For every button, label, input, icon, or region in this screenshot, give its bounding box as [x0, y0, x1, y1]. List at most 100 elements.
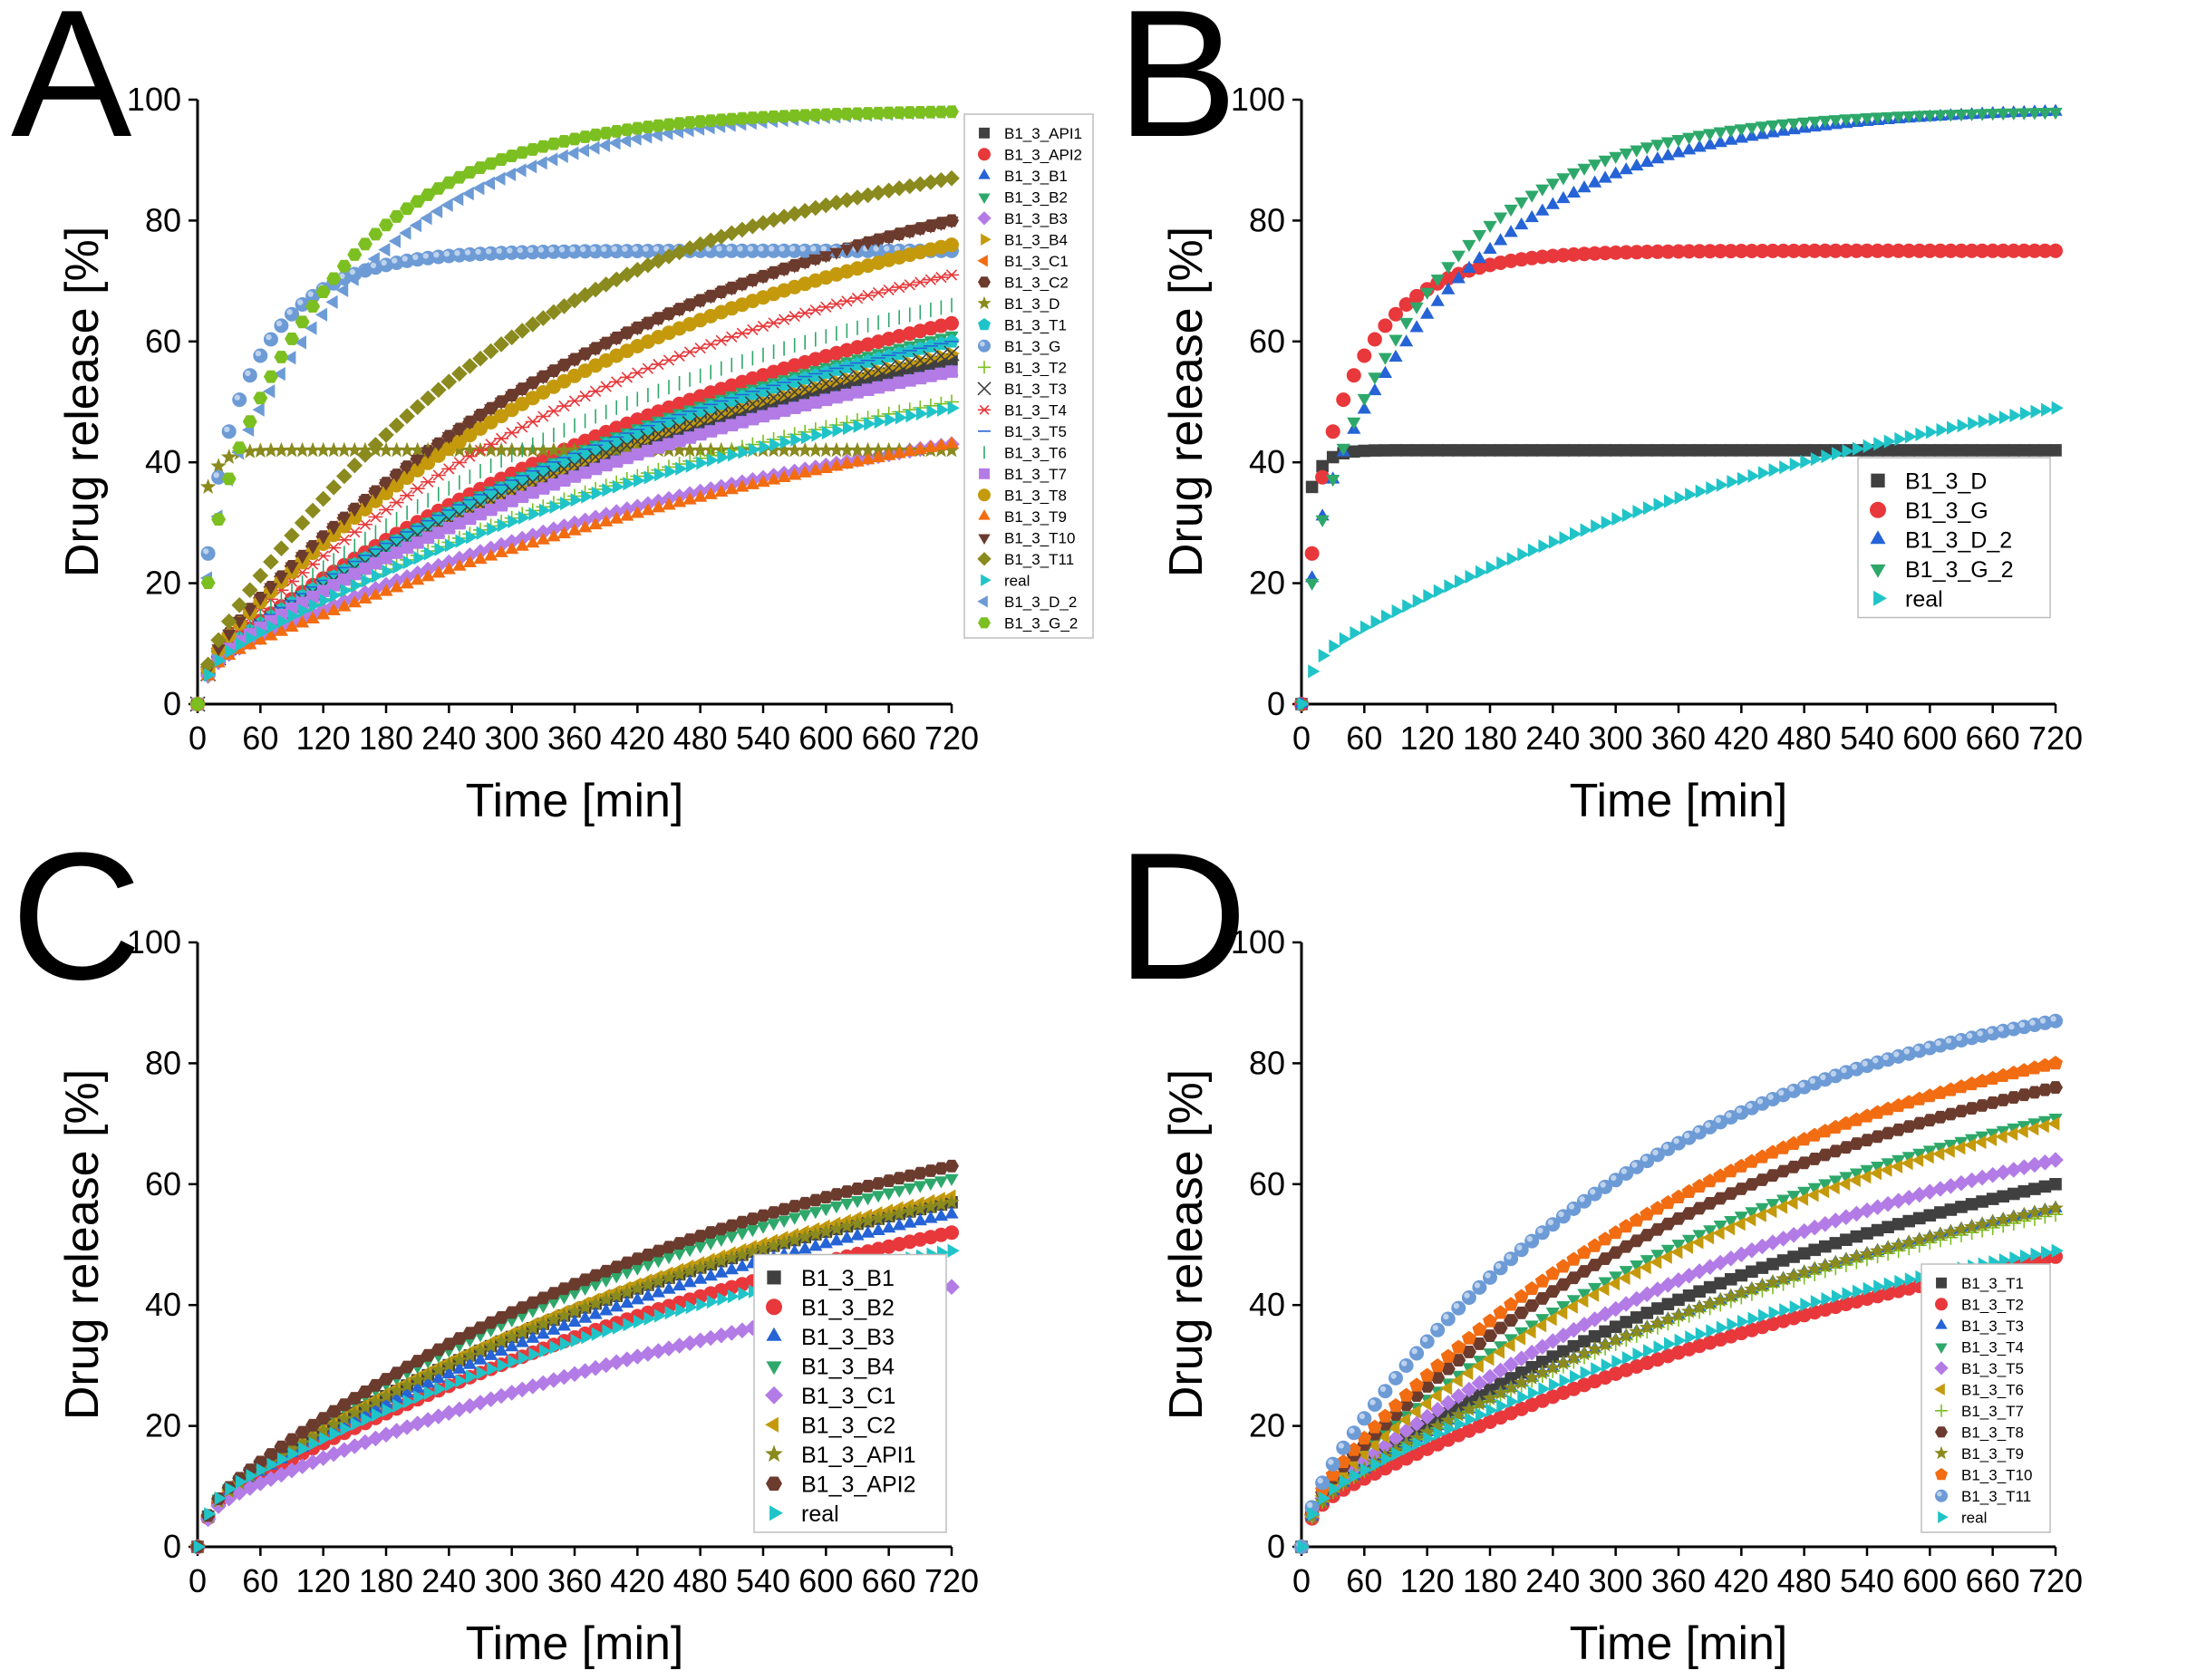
panel-a-legend-label: B1_3_T6	[1004, 444, 1067, 461]
panel-c-y-tick-label: 40	[145, 1286, 181, 1323]
panel-a-point	[432, 526, 445, 539]
panel-d-point	[1861, 1227, 1873, 1240]
panel-b-point	[1671, 135, 1686, 148]
panel-a-point	[525, 316, 541, 333]
panel-a-point	[944, 105, 959, 119]
panel-a-point	[451, 441, 468, 458]
panel-d-point	[1944, 1203, 1958, 1216]
panel-c-legend-label: real	[801, 1501, 839, 1527]
panel-b-point	[1431, 444, 1444, 457]
panel-a-point	[640, 244, 655, 258]
panel-a-point	[662, 497, 676, 510]
panel-b-point	[1378, 318, 1393, 333]
panel-a-point	[462, 246, 478, 262]
panel-a-point	[838, 441, 856, 458]
panel-b-point	[1548, 535, 1562, 549]
panel-b-point	[1357, 393, 1371, 407]
panel-a-legend-label: B1_3_B1	[1004, 168, 1068, 185]
panel-a-point	[734, 243, 750, 258]
panel-b-point	[1514, 217, 1529, 230]
panel-c-legend-label: B1_3_B4	[801, 1354, 895, 1379]
panel-a-point	[525, 416, 540, 428]
panel-a-point	[357, 518, 373, 530]
panel-a-point	[744, 396, 760, 412]
panel-c-point	[818, 1204, 833, 1217]
panel-a-point	[484, 503, 498, 517]
panel-b-point	[2048, 243, 2063, 258]
panel-a-point	[444, 538, 458, 553]
panel-a-point	[400, 489, 415, 501]
panel-d-point	[1714, 1277, 1727, 1289]
panel-b-point	[1915, 427, 1928, 442]
panel-b-series-B1_3_G_2	[1294, 107, 2063, 712]
panel-a-point	[252, 402, 265, 417]
panel-b-point	[1660, 148, 1676, 160]
panel-b-point	[1818, 115, 1833, 129]
panel-b-point	[1546, 444, 1560, 457]
panel-b-point	[1797, 117, 1812, 130]
panel-a-point	[472, 181, 485, 196]
panel-d-legend-label: B1_3_T6	[1961, 1381, 2024, 1398]
panel-a-point	[947, 346, 960, 361]
panel-d-point	[1672, 1293, 1685, 1307]
panel-a-point	[937, 349, 950, 363]
panel-a-point	[441, 441, 457, 457]
panel-a-point	[779, 388, 792, 402]
panel-b-point	[1308, 664, 1321, 679]
panel-a-point	[413, 551, 426, 565]
panel-a-point	[587, 140, 600, 155]
panel-b-point	[1504, 204, 1518, 217]
panel-d-point	[1388, 1370, 1403, 1386]
panel-b-point	[1756, 444, 1769, 457]
panel-a-point	[620, 508, 634, 521]
panel-b-x-tick-label: 480	[1777, 719, 1832, 757]
panel-a-point	[602, 483, 614, 497]
panel-a-point	[864, 365, 876, 381]
panel-b-y-tick-label: 0	[1267, 685, 1285, 722]
panel-c-x-tick-label: 720	[924, 1562, 979, 1599]
panel-a-point	[808, 243, 823, 258]
panel-a-point	[316, 607, 331, 620]
panel-d-letter: D	[1117, 816, 1247, 1018]
panel-b-point	[1642, 501, 1656, 516]
panel-a-point	[577, 244, 593, 259]
panel-d-y-tick-label: 0	[1267, 1528, 1285, 1565]
panel-a-point	[577, 349, 593, 362]
panel-a-point	[591, 486, 604, 501]
panel-b-point	[1578, 444, 1591, 457]
panel-a-legend-label: B1_3_T7	[1004, 466, 1067, 483]
panel-b-point	[1672, 444, 1685, 457]
panel-c-legend-label: B1_3_API2	[801, 1472, 916, 1497]
panel-c-point	[839, 1198, 855, 1212]
panel-b-point	[1968, 416, 1980, 431]
panel-a-point	[853, 419, 866, 433]
panel-a-point	[651, 314, 666, 326]
panel-a-point	[860, 452, 876, 465]
panel-b-point	[1379, 444, 1392, 457]
panel-a-point	[431, 565, 446, 578]
panel-a-x-tick-label: 600	[798, 719, 853, 757]
panel-a-point	[451, 365, 468, 382]
panel-a-point	[777, 376, 792, 391]
panel-b-x-tick-label: 420	[1714, 719, 1768, 757]
panel-a-point	[556, 526, 572, 538]
panel-a-point	[599, 339, 614, 352]
panel-a-point	[777, 243, 792, 258]
panel-a-point	[379, 218, 393, 232]
panel-a-point	[420, 211, 432, 226]
panel-a-legend-label: B1_3_B3	[1004, 210, 1068, 227]
panel-a-series-B1_3_T11	[189, 169, 960, 712]
panel-a-point	[724, 284, 739, 296]
panel-a-legend-label: B1_3_API1	[1004, 125, 1082, 142]
panel-a-point	[347, 595, 362, 608]
panel-a-point	[409, 399, 426, 415]
panel-c-y-tick-label: 60	[145, 1165, 181, 1202]
panel-b-point	[1737, 471, 1750, 487]
panel-a-point	[566, 146, 579, 160]
panel-a-point	[651, 417, 666, 431]
panel-a-letter: A	[11, 0, 132, 175]
panel-a-point	[526, 378, 540, 391]
panel-a-point	[463, 512, 477, 526]
panel-a-point	[788, 401, 801, 414]
panel-a-point	[723, 402, 740, 419]
